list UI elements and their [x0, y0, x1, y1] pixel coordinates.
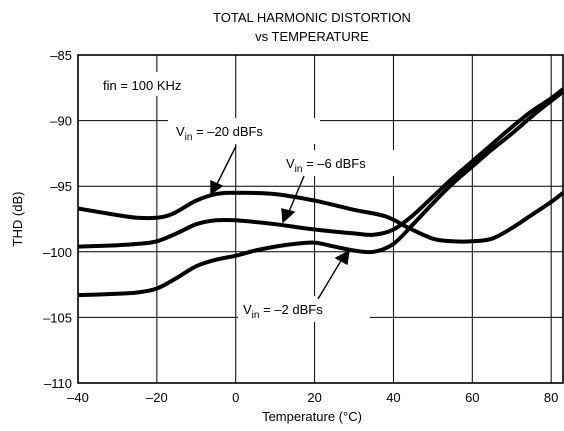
- series-label-vin-2dbfs: Vin = –2 dBFs: [243, 302, 323, 321]
- arrowhead-20dbfs: [210, 179, 224, 196]
- series-label-vin-20dbfs: Vin = –20 dBFs: [176, 124, 263, 143]
- x-tick-label: 40: [386, 390, 400, 405]
- leader-line-2dbfs: [317, 258, 343, 300]
- y-axis-label: THD (dB): [10, 192, 25, 247]
- x-tick-label: 60: [465, 390, 479, 405]
- x-tick-label: –20: [146, 390, 168, 405]
- x-tick-label: –40: [67, 390, 89, 405]
- y-tick-label: –85: [50, 48, 72, 63]
- tick-labels: –40 –20 0 20 40 60 80 –85 –90 –95 –100 –105 –110: [43, 48, 558, 405]
- leader-arrows: [210, 145, 350, 300]
- series-line-vin-2dbfs: [77, 90, 564, 298]
- arrowhead-6dbfs: [281, 208, 296, 224]
- fin-annotation-bg: [98, 72, 208, 96]
- y-tick-label: –95: [50, 179, 72, 194]
- y-tick-label: –100: [43, 245, 72, 260]
- series-label-6-value: = –6 dBFs: [302, 156, 366, 171]
- series-label-bg-20dbfs: [168, 118, 320, 144]
- chart-title-line-1: TOTAL HARMONIC DISTORTION: [213, 10, 411, 25]
- series-label-bg-6dbfs: [278, 150, 398, 176]
- series-label-6-prefix: V: [286, 156, 295, 171]
- series-label-2-prefix: V: [243, 302, 252, 317]
- plot-frame: [77, 54, 564, 384]
- series-label-bg-2dbfs: [238, 296, 370, 322]
- y-tick-label: –105: [43, 310, 72, 325]
- leader-line-6dbfs: [287, 175, 305, 215]
- series-label-vin-6dbfs: Vin = –6 dBFs: [286, 156, 366, 175]
- series-label-20-value: = –20 dBFs: [192, 124, 263, 139]
- chart-title-line-2: vs TEMPERATURE: [255, 29, 369, 44]
- series-label-20-prefix: V: [176, 124, 185, 139]
- y-tick-label: –90: [50, 114, 72, 129]
- series-lines: [77, 87, 564, 298]
- x-axis-label: Temperature (°C): [262, 409, 362, 424]
- series-line-vin-6dbfs: [77, 87, 564, 249]
- series-label-20-sub: in: [185, 132, 193, 143]
- x-tick-label: 80: [544, 390, 558, 405]
- x-tick-label: 20: [307, 390, 321, 405]
- series-label-2-sub: in: [252, 310, 260, 321]
- series-label-2-value: = –2 dBFs: [259, 302, 323, 317]
- x-tick-label: 0: [232, 390, 239, 405]
- fin-annotation: fin = 100 KHz: [103, 78, 181, 93]
- y-tick-label: –110: [44, 376, 72, 391]
- series-label-6-sub: in: [295, 164, 303, 175]
- arrowhead-2dbfs: [334, 249, 350, 266]
- series-line-vin-20dbfs: [77, 190, 564, 244]
- leader-line-20dbfs: [215, 145, 237, 187]
